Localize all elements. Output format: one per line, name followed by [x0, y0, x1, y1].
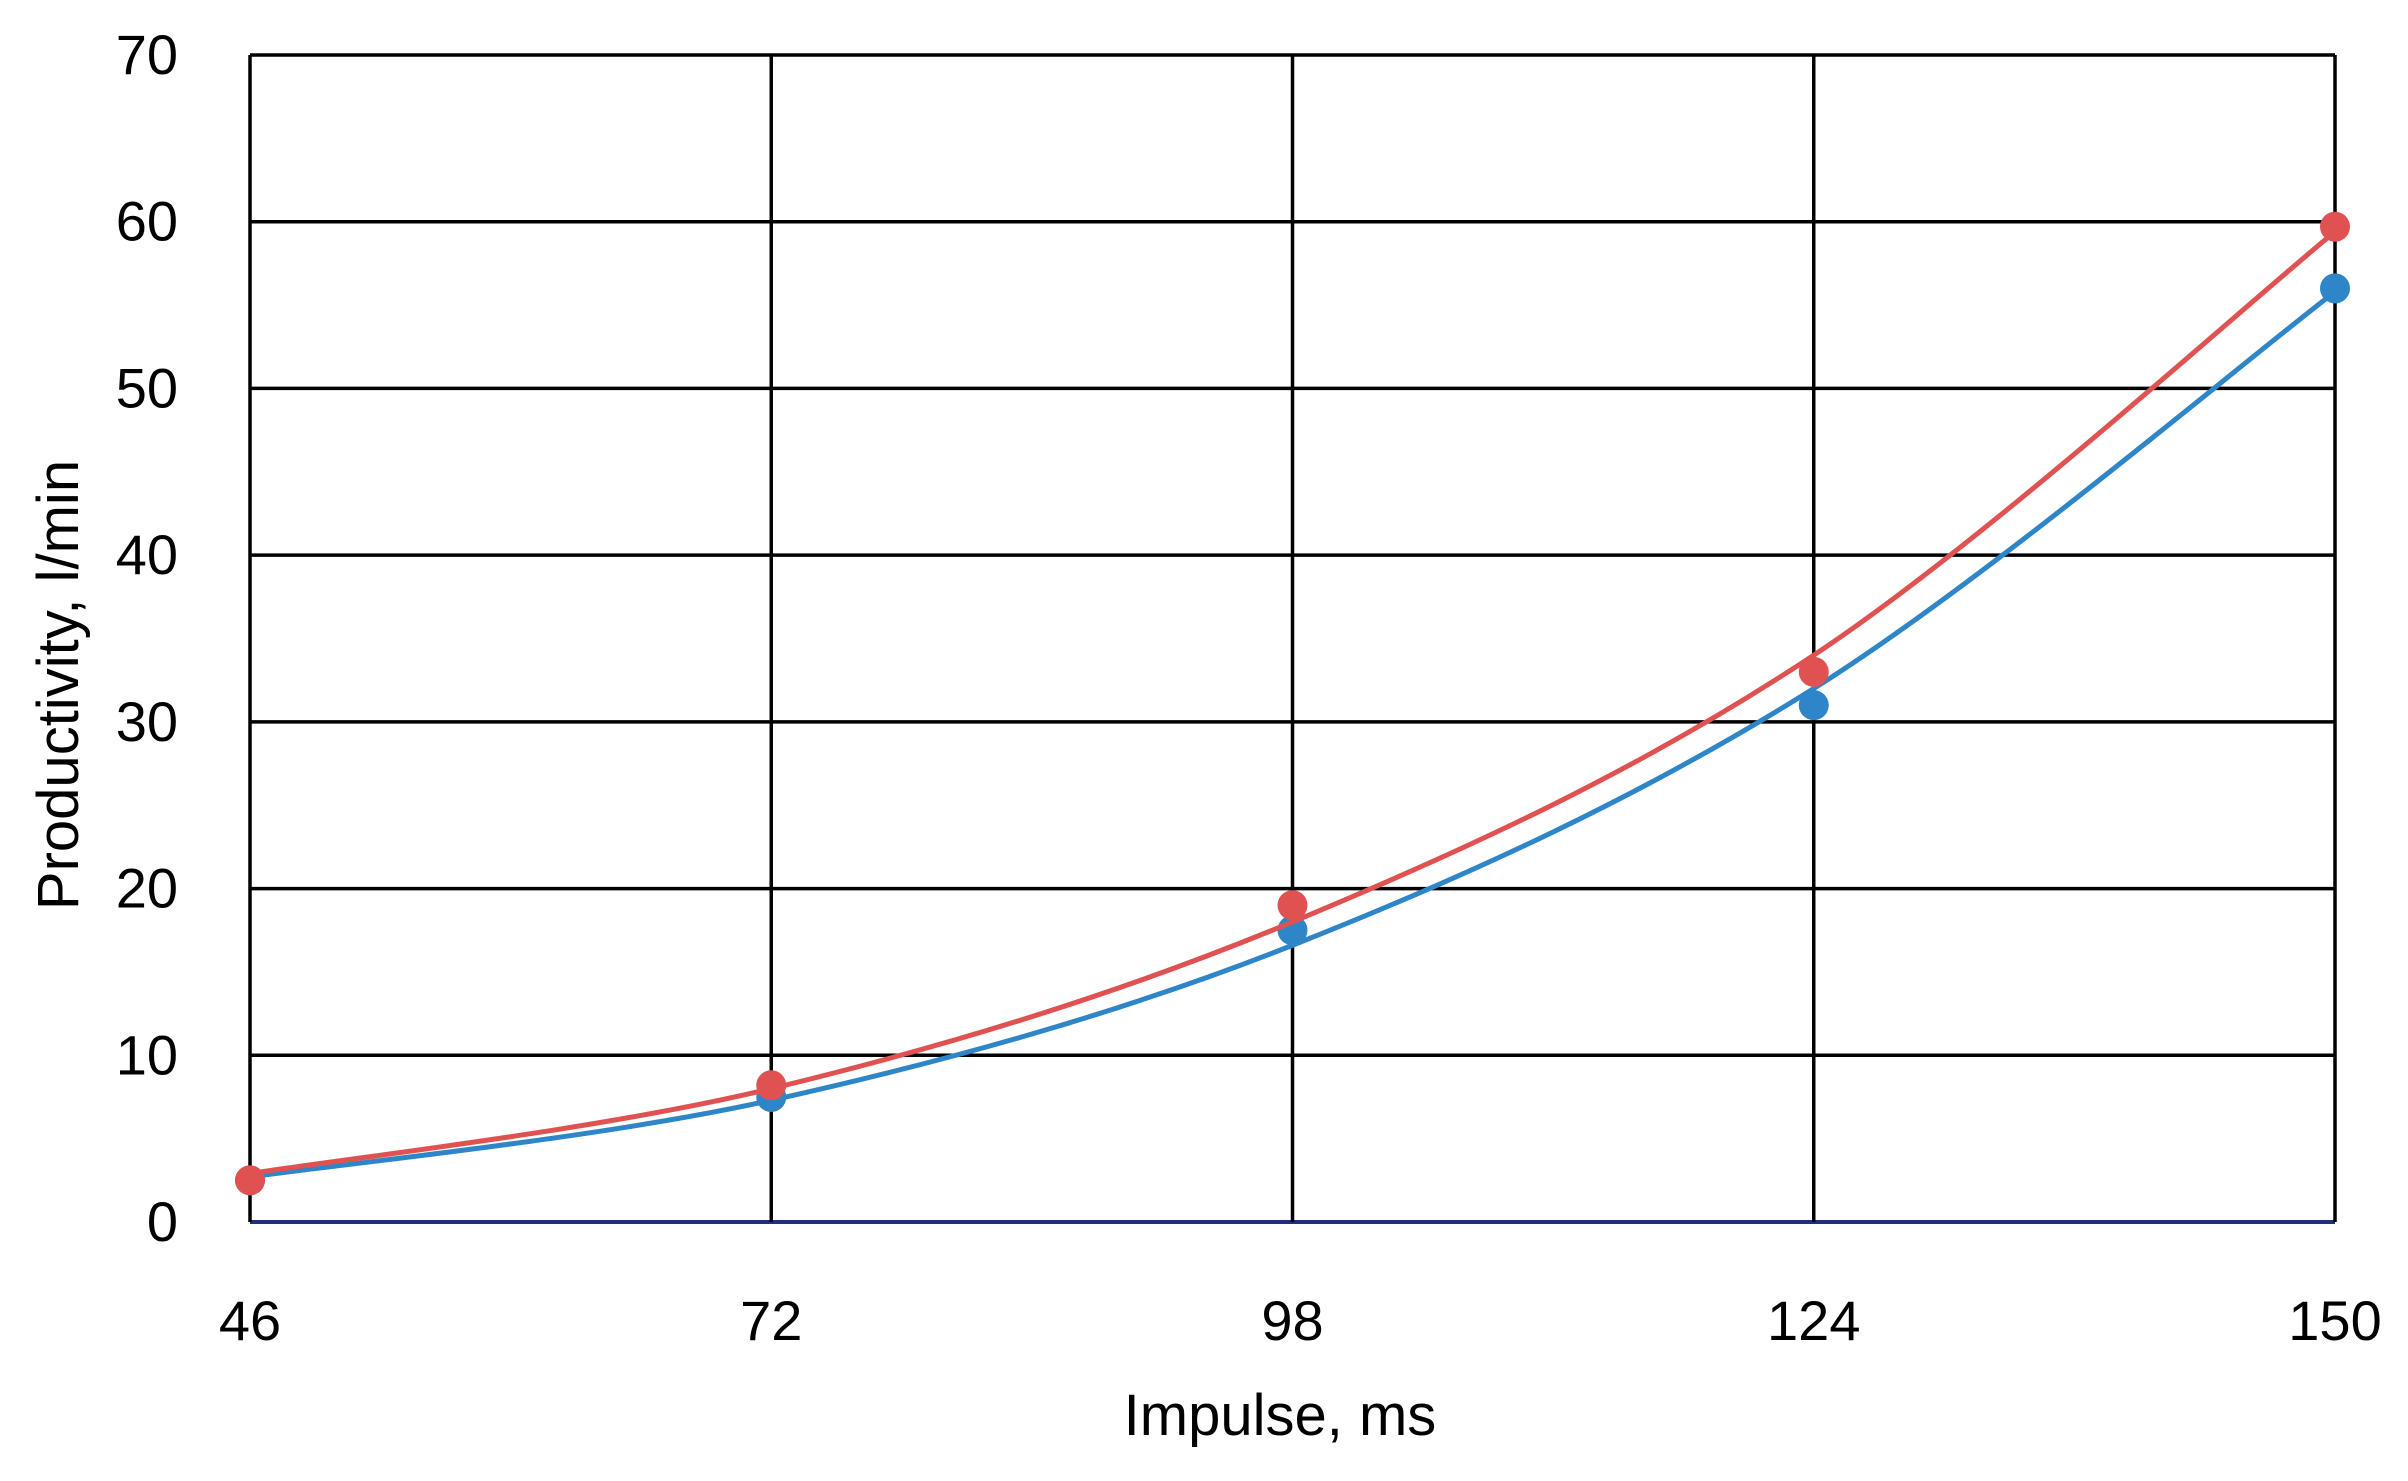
y-tick-label: 10	[116, 1023, 178, 1086]
x-tick-label: 150	[2288, 1289, 2381, 1352]
series-2-point	[1798, 656, 1829, 687]
x-tick-labels: 46 72 98 124 150	[219, 1289, 2382, 1352]
y-tick-label: 70	[116, 23, 178, 86]
x-tick-label: 46	[219, 1289, 281, 1352]
x-tick-label: 72	[740, 1289, 802, 1352]
series-1-trend-line	[247, 289, 2338, 1180]
y-tick-label: 0	[147, 1190, 178, 1253]
series-1-point	[2320, 273, 2350, 304]
y-tick-label: 60	[116, 190, 178, 253]
x-axis-title: Impulse, ms	[1124, 1383, 1437, 1448]
series-2	[235, 211, 2350, 1196]
x-tick-label: 98	[1261, 1289, 1323, 1352]
series-2-point	[2320, 211, 2350, 242]
y-tick-label: 40	[116, 523, 178, 586]
y-axis-title: Productivity, l/min	[26, 460, 91, 910]
grid	[248, 53, 2337, 1224]
series-layer	[235, 211, 2350, 1196]
series-2-point	[235, 1165, 265, 1196]
series-2-trend-line	[247, 229, 2338, 1177]
x-tick-label: 124	[1767, 1289, 1860, 1352]
y-tick-label: 30	[116, 690, 178, 753]
y-tick-label: 20	[116, 857, 178, 920]
y-tick-labels: 0 10 20 30 40 50 60 70	[116, 23, 178, 1253]
series-2-point	[1277, 890, 1308, 921]
series-2-point	[756, 1070, 787, 1101]
series-1-point	[1798, 690, 1829, 721]
y-tick-label: 50	[116, 356, 178, 419]
